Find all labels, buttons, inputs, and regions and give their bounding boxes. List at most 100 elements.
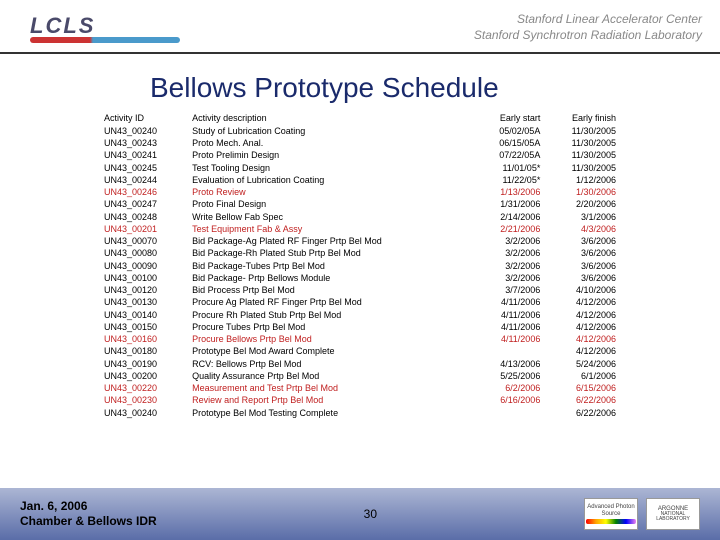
table-cell-finish: 3/6/2006	[544, 236, 620, 248]
table-cell-finish: 4/10/2006	[544, 285, 620, 297]
table-cell-finish: 2/20/2006	[544, 199, 620, 211]
table-row: UN43_00090Bid Package-Tubes Prtp Bel Mod…	[100, 260, 620, 272]
table-cell-start: 07/22/05A	[474, 150, 545, 162]
table-cell-start: 3/2/2006	[474, 272, 545, 284]
col-activity-desc: Activity description	[188, 112, 473, 125]
table-cell-id: UN43_00246	[100, 187, 188, 199]
footer-date: Jan. 6, 2006	[20, 499, 157, 514]
table-cell-desc: Bid Package-Ag Plated RF Finger Prtp Bel…	[188, 236, 473, 248]
table-cell-finish: 6/22/2006	[544, 407, 620, 419]
table-cell-desc: Bid Package-Rh Plated Stub Prtp Bel Mod	[188, 248, 473, 260]
table-cell-start: 4/11/2006	[474, 309, 545, 321]
table-row: UN43_00190RCV: Bellows Prtp Bel Mod4/13/…	[100, 358, 620, 370]
table-cell-desc: Test Equipment Fab & Assy	[188, 223, 473, 235]
table-cell-id: UN43_00220	[100, 383, 188, 395]
table-cell-id: UN43_00240	[100, 125, 188, 137]
table-row: UN43_00240Prototype Bel Mod Testing Comp…	[100, 407, 620, 419]
table-cell-desc: Proto Prelimin Design	[188, 150, 473, 162]
table-cell-id: UN43_00243	[100, 138, 188, 150]
table-row: UN43_00244Evaluation of Lubrication Coat…	[100, 174, 620, 186]
table-cell-id: UN43_00130	[100, 297, 188, 309]
col-early-start: Early start	[474, 112, 545, 125]
col-early-finish: Early finish	[544, 112, 620, 125]
table-row: UN43_00230Review and Report Prtp Bel Mod…	[100, 395, 620, 407]
table-cell-desc: Proto Review	[188, 187, 473, 199]
table-row: UN43_00130Procure Ag Plated RF Finger Pr…	[100, 297, 620, 309]
table-cell-finish: 1/12/2006	[544, 174, 620, 186]
table-cell-desc: Quality Assurance Prtp Bel Mod	[188, 370, 473, 382]
table-cell-start: 6/2/2006	[474, 383, 545, 395]
table-cell-id: UN43_00201	[100, 223, 188, 235]
table-row: UN43_00080Bid Package-Rh Plated Stub Prt…	[100, 248, 620, 260]
table-cell-desc: Bid Process Prtp Bel Mod	[188, 285, 473, 297]
table-cell-desc: Procure Ag Plated RF Finger Prtp Bel Mod	[188, 297, 473, 309]
table-cell-finish: 4/12/2006	[544, 309, 620, 321]
footer-badges: Advanced Photon Source ARGONNE NATIONAL …	[584, 498, 700, 530]
table-cell-desc: Write Bellow Fab Spec	[188, 211, 473, 223]
table-cell-desc: RCV: Bellows Prtp Bel Mod	[188, 358, 473, 370]
lcls-logo-text: LCLS	[30, 13, 180, 39]
table-cell-id: UN43_00120	[100, 285, 188, 297]
table-row: UN43_00070Bid Package-Ag Plated RF Finge…	[100, 236, 620, 248]
table-cell-desc: Test Tooling Design	[188, 162, 473, 174]
table-cell-desc: Evaluation of Lubrication Coating	[188, 174, 473, 186]
table-row: UN43_00245Test Tooling Design11/01/05*11…	[100, 162, 620, 174]
slide-footer: Jan. 6, 2006 Chamber & Bellows IDR 30 Ad…	[0, 488, 720, 540]
table-cell-desc: Proto Mech. Anal.	[188, 138, 473, 150]
table-cell-finish: 3/6/2006	[544, 260, 620, 272]
footer-subtitle: Chamber & Bellows IDR	[20, 514, 157, 529]
table-cell-desc: Procure Rh Plated Stub Prtp Bel Mod	[188, 309, 473, 321]
table-cell-id: UN43_00080	[100, 248, 188, 260]
table-cell-desc: Prototype Bel Mod Award Complete	[188, 346, 473, 358]
table-cell-start: 1/13/2006	[474, 187, 545, 199]
table-cell-finish: 3/1/2006	[544, 211, 620, 223]
table-cell-start: 4/11/2006	[474, 321, 545, 333]
table-row: UN43_00201Test Equipment Fab & Assy2/21/…	[100, 223, 620, 235]
table-row: UN43_00150Procure Tubes Prtp Bel Mod4/11…	[100, 321, 620, 333]
argonne-badge: ARGONNE NATIONAL LABORATORY	[646, 498, 700, 530]
lcls-logo: LCLS	[30, 9, 180, 47]
table-cell-id: UN43_00190	[100, 358, 188, 370]
table-cell-start: 3/2/2006	[474, 248, 545, 260]
table-cell-start: 4/11/2006	[474, 334, 545, 346]
table-header-row: Activity ID Activity description Early s…	[100, 112, 620, 125]
table-cell-start: 11/01/05*	[474, 162, 545, 174]
table-row: UN43_00241Proto Prelimin Design07/22/05A…	[100, 150, 620, 162]
table-cell-id: UN43_00247	[100, 199, 188, 211]
table-cell-start: 4/11/2006	[474, 297, 545, 309]
table-cell-desc: Measurement and Test Prtp Bel Mod	[188, 383, 473, 395]
table-cell-finish: 3/6/2006	[544, 248, 620, 260]
slide-header: LCLS Stanford Linear Accelerator Center …	[0, 0, 720, 54]
table-cell-finish: 6/1/2006	[544, 370, 620, 382]
table-cell-id: UN43_00140	[100, 309, 188, 321]
table-cell-start: 05/02/05A	[474, 125, 545, 137]
table-cell-start: 2/14/2006	[474, 211, 545, 223]
table-cell-start: 5/25/2006	[474, 370, 545, 382]
table-cell-id: UN43_00240	[100, 407, 188, 419]
table-cell-desc: Bid Package-Tubes Prtp Bel Mod	[188, 260, 473, 272]
slide-title: Bellows Prototype Schedule	[150, 72, 720, 104]
table-cell-finish: 11/30/2005	[544, 138, 620, 150]
table-cell-start: 6/16/2006	[474, 395, 545, 407]
table-row: UN43_00100Bid Package- Prtp Bellows Modu…	[100, 272, 620, 284]
table-cell-start: 3/7/2006	[474, 285, 545, 297]
table-cell-id: UN43_00244	[100, 174, 188, 186]
table-cell-finish: 4/3/2006	[544, 223, 620, 235]
table-cell-id: UN43_00230	[100, 395, 188, 407]
table-cell-finish: 6/15/2006	[544, 383, 620, 395]
table-cell-id: UN43_00245	[100, 162, 188, 174]
table-cell-finish: 4/12/2006	[544, 321, 620, 333]
table-cell-start: 11/22/05*	[474, 174, 545, 186]
table-cell-start: 06/15/05A	[474, 138, 545, 150]
table-cell-desc: Bid Package- Prtp Bellows Module	[188, 272, 473, 284]
table-row: UN43_00140Procure Rh Plated Stub Prtp Be…	[100, 309, 620, 321]
table-cell-id: UN43_00150	[100, 321, 188, 333]
table-cell-finish: 11/30/2005	[544, 125, 620, 137]
lcls-swoosh-icon	[30, 37, 180, 43]
table-cell-id: UN43_00100	[100, 272, 188, 284]
schedule-table: Activity ID Activity description Early s…	[100, 112, 620, 419]
col-activity-id: Activity ID	[100, 112, 188, 125]
table-cell-id: UN43_00180	[100, 346, 188, 358]
table-cell-start: 2/21/2006	[474, 223, 545, 235]
table-row: UN43_00247Proto Final Design1/31/20062/2…	[100, 199, 620, 211]
